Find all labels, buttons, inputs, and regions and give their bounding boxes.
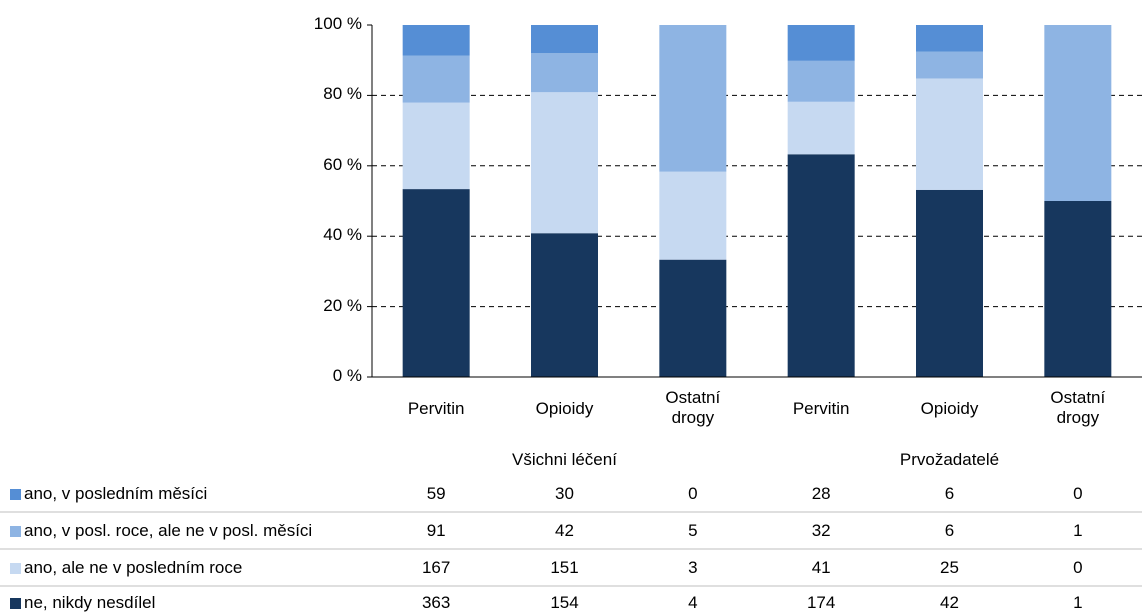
- legend-entry: ano, v posledním měsíci: [10, 484, 207, 504]
- table-value: 30: [555, 484, 574, 503]
- group-label: Všichni léčení: [512, 450, 617, 469]
- table-value: 4: [688, 593, 698, 612]
- bar-segment: [402, 189, 470, 377]
- x-tick-label: Pervitin: [407, 399, 465, 418]
- bar-segment: [659, 259, 727, 377]
- bar-segment: [916, 78, 983, 190]
- table-value: 151: [550, 558, 579, 577]
- y-tick-label: 60 %: [323, 154, 362, 174]
- bar-segment: [659, 171, 727, 260]
- x-tick-label: Opioidy: [535, 399, 594, 418]
- y-tick-label: 20 %: [323, 295, 362, 315]
- y-tick-label: 0 %: [332, 366, 362, 385]
- bar-segment: [787, 60, 855, 102]
- legend-text: ne, nikdy nesdílel: [24, 593, 156, 612]
- bar-segment: [402, 102, 470, 190]
- table-value: 6: [944, 521, 955, 540]
- y-tick-label: 40 %: [323, 225, 362, 245]
- bar-segment: [531, 92, 598, 234]
- table-value: 59: [426, 484, 446, 503]
- legend-text: ano, v posl. roce, ale ne v posl. měsíci: [24, 521, 313, 540]
- table-value: 3: [688, 558, 698, 577]
- legend-entry: ano, v posl. roce, ale ne v posl. měsíci: [10, 521, 312, 541]
- table-value: 42: [940, 593, 959, 612]
- bar-segment: [787, 101, 855, 155]
- x-tick-label: Opioidy: [920, 399, 979, 418]
- table-value: 154: [550, 593, 579, 612]
- bar-segment: [659, 25, 727, 172]
- table-value: 167: [421, 558, 451, 577]
- table-value: 42: [555, 521, 574, 540]
- table-value: 0: [1073, 558, 1083, 577]
- bar-segment: [916, 189, 983, 377]
- table-value: 32: [811, 521, 831, 540]
- table-value: 174: [806, 593, 836, 612]
- bar-segment: [531, 53, 598, 93]
- x-tick-label: Ostatní drogy: [1050, 388, 1106, 427]
- table-value: 25: [940, 558, 959, 577]
- table-value: 28: [811, 484, 831, 503]
- table-value: 0: [1073, 484, 1083, 503]
- legend-text: ano, v posledním měsíci: [24, 484, 208, 503]
- legend-entry: ano, ale ne v posledním roce: [10, 558, 242, 578]
- bar-segment: [402, 55, 470, 103]
- legend-text: ano, ale ne v posledním roce: [24, 558, 243, 577]
- table-value: 6: [944, 484, 955, 503]
- bar-segment: [1044, 201, 1112, 377]
- legend-swatch: [10, 598, 21, 609]
- group-label: Prvožadatelé: [899, 450, 1000, 469]
- table-value: 41: [811, 558, 831, 577]
- table-value: 5: [688, 521, 698, 540]
- y-tick-label: 80 %: [323, 84, 362, 104]
- legend-swatch: [10, 563, 21, 574]
- x-tick-label: Pervitin: [792, 399, 850, 418]
- table-value: 363: [421, 593, 451, 612]
- bar-segment: [787, 25, 855, 61]
- bar-segment: [402, 25, 470, 56]
- bar-segment: [787, 154, 855, 377]
- legend-swatch: [10, 489, 21, 500]
- bar-segment: [531, 25, 598, 54]
- bar-segment: [916, 25, 983, 52]
- table-value: 1: [1073, 521, 1083, 540]
- table-value: 1: [1073, 593, 1083, 612]
- bar-segment: [916, 51, 983, 79]
- x-tick-label: Ostatní drogy: [665, 388, 721, 427]
- legend-swatch: [10, 526, 21, 537]
- bar-segment: [1044, 25, 1112, 201]
- table-value: 0: [688, 484, 698, 503]
- table-value: 91: [426, 521, 446, 540]
- y-tick-label: 100 %: [313, 14, 362, 33]
- bar-segment: [531, 233, 598, 377]
- legend-entry: ne, nikdy nesdílel: [10, 593, 155, 612]
